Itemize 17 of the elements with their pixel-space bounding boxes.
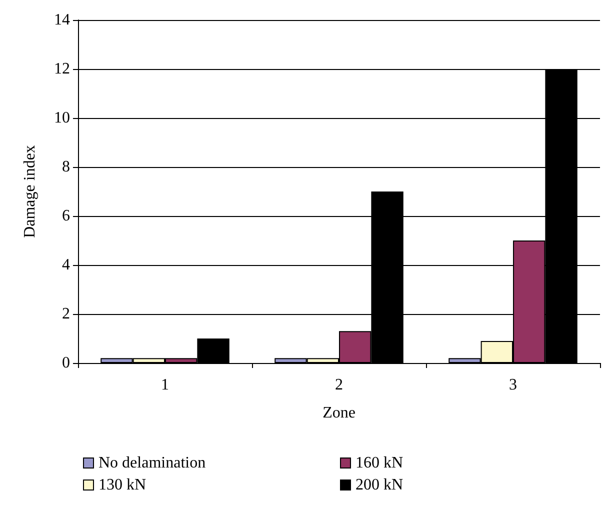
legend-label: 160 kN — [356, 454, 404, 472]
y-tick-label: 8 — [62, 158, 70, 176]
x-tick-label: 3 — [509, 376, 517, 394]
y-tick-label: 14 — [54, 12, 70, 28]
legend-label: 130 kN — [98, 476, 146, 494]
y-tick-label: 6 — [62, 208, 70, 224]
y-axis-title: Damage index — [22, 145, 38, 238]
y-tick-label: 12 — [54, 60, 70, 78]
legend-label: No delamination — [98, 454, 206, 472]
y-tick-label: 2 — [62, 306, 70, 322]
x-axis-title: Zone — [322, 404, 356, 422]
y-tick-label: 10 — [54, 110, 70, 126]
y-tick-label: 0 — [62, 354, 70, 372]
y-tick-label: 4 — [62, 256, 70, 274]
x-tick-label: 1 — [161, 376, 169, 394]
legend-label: 200 kN — [356, 476, 404, 494]
x-tick-label: 2 — [335, 376, 343, 394]
